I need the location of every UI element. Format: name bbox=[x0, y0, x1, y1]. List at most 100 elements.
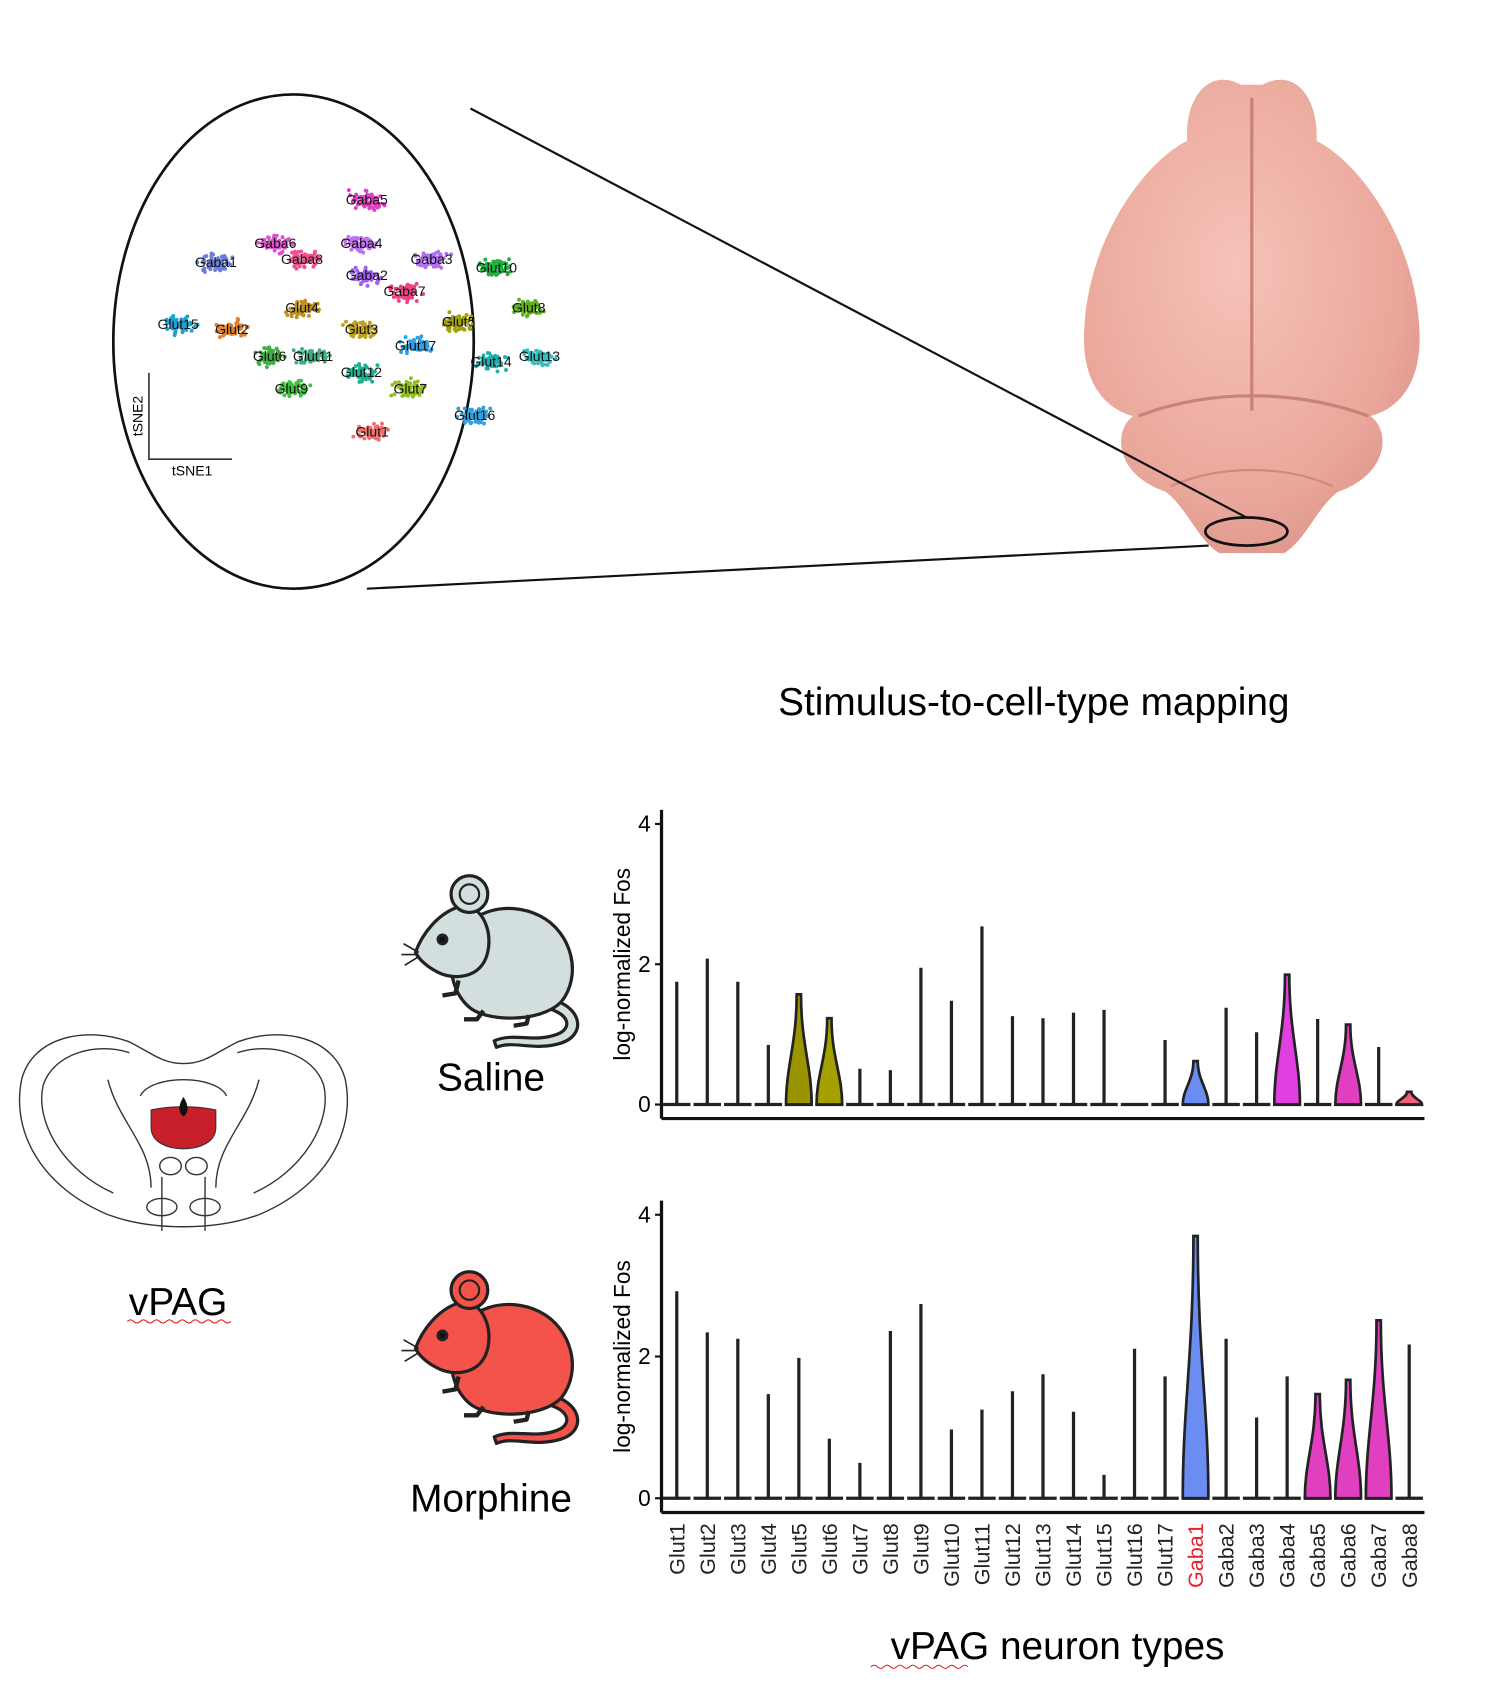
mouse-head bbox=[413, 903, 491, 979]
violin-body bbox=[1333, 1378, 1363, 1500]
x-tick-label: Gaba2 bbox=[1214, 1523, 1239, 1588]
y-axis-label: log-normalized Fos bbox=[609, 1260, 635, 1453]
x-tick-label: Glut9 bbox=[908, 1523, 933, 1575]
y-tick-label: 4 bbox=[638, 1201, 651, 1227]
tsne-cluster-label: Gaba8 bbox=[281, 251, 323, 267]
tsne-cluster bbox=[397, 334, 434, 356]
x-tick-label: Glut5 bbox=[786, 1523, 811, 1575]
x-tick-label: Gaba5 bbox=[1305, 1523, 1330, 1588]
tsne-cluster bbox=[455, 405, 493, 426]
zoom-line bbox=[470, 107, 1247, 519]
tsne-cluster bbox=[164, 313, 200, 338]
x-tick-label: Glut4 bbox=[756, 1523, 781, 1575]
x-tick-label: Gaba6 bbox=[1336, 1523, 1361, 1588]
tsne-cluster-label: Glut15 bbox=[157, 316, 198, 332]
tsne-cluster bbox=[387, 281, 426, 305]
tsne-cluster-label: Glut9 bbox=[275, 380, 309, 396]
tsne-cluster bbox=[288, 249, 321, 271]
caption: Stimulus-to-cell-type mapping bbox=[778, 681, 1289, 724]
tsne-axes bbox=[148, 372, 233, 461]
mouse-tail bbox=[492, 1391, 580, 1445]
tsne-cluster bbox=[349, 265, 383, 288]
tsne-cluster-label: Glut16 bbox=[454, 407, 495, 423]
tsne-cluster-label: Glut7 bbox=[393, 380, 427, 396]
tsne-cluster-label: Glut2 bbox=[215, 321, 249, 337]
zoom-region bbox=[1204, 516, 1289, 547]
tsne-cluster bbox=[340, 319, 378, 339]
tsne-cluster-label: Glut13 bbox=[519, 348, 560, 364]
tsne-cluster bbox=[343, 234, 379, 255]
x-tick-label: Glut2 bbox=[695, 1523, 720, 1575]
tsne-cluster bbox=[256, 233, 295, 256]
x-tick-label: Glut15 bbox=[1092, 1523, 1117, 1587]
y-tick-label: 2 bbox=[638, 951, 651, 977]
x-tick-label: Glut12 bbox=[1000, 1523, 1025, 1587]
violin-body bbox=[1333, 1023, 1363, 1106]
tsne-cluster bbox=[214, 316, 250, 340]
mouse-eye bbox=[436, 933, 449, 946]
tsne-cluster-label: Gaba2 bbox=[346, 267, 388, 283]
tsne-cluster bbox=[474, 350, 510, 374]
tsne-cluster-label: Glut6 bbox=[253, 348, 287, 364]
mouse-ear bbox=[449, 1270, 490, 1311]
mouse-feet bbox=[442, 979, 531, 1028]
tsne-cluster-label: Glut17 bbox=[395, 337, 436, 353]
tsne-cluster-label: Gaba1 bbox=[195, 254, 237, 270]
tsne-cluster-label: Glut10 bbox=[476, 260, 517, 276]
tsne-cluster-label: Gaba7 bbox=[383, 283, 425, 299]
x-tick-label: Gaba4 bbox=[1275, 1523, 1300, 1588]
x-tick-label: Glut11 bbox=[970, 1523, 995, 1585]
charts: Saline log-normalized Fos 0 2 4 Morphine log-n… bbox=[410, 809, 1425, 1669]
mouse-icon bbox=[401, 874, 580, 1049]
tsne-cluster bbox=[284, 298, 321, 320]
tsne-cluster bbox=[345, 361, 380, 384]
spellcheck-underline bbox=[126, 1319, 232, 1324]
tsne-cluster-label: Glut5 bbox=[442, 313, 476, 329]
tsne-cluster-label: Glut14 bbox=[470, 353, 511, 369]
tsne-x-label: tSNE1 bbox=[172, 462, 213, 478]
tsne-cluster bbox=[351, 421, 390, 442]
x-tick-label: Glut10 bbox=[939, 1523, 964, 1587]
mouse-tail bbox=[492, 995, 580, 1049]
violin-body bbox=[815, 1016, 844, 1106]
x-tick-label: Glut16 bbox=[1122, 1523, 1147, 1587]
zoom-circle bbox=[111, 93, 476, 591]
x-tick-label: Glut17 bbox=[1153, 1523, 1178, 1587]
mouse-whiskers bbox=[401, 1339, 420, 1363]
x-tick-label: Glut7 bbox=[847, 1523, 872, 1575]
tsne-cluster bbox=[441, 310, 475, 333]
tsne-cluster-label: Glut12 bbox=[341, 364, 382, 380]
x-tick-label: Gaba8 bbox=[1397, 1523, 1422, 1588]
mouse-icon bbox=[401, 1270, 580, 1445]
tsne-cluster bbox=[253, 345, 287, 369]
mouse-ear-inner bbox=[458, 883, 481, 905]
y-axis-label: log-normalized Fos bbox=[609, 868, 635, 1061]
mouse-feet bbox=[442, 1375, 531, 1424]
tsne-cluster bbox=[412, 249, 454, 270]
x-tick-label: Glut14 bbox=[1061, 1523, 1086, 1587]
mouse-whiskers bbox=[401, 943, 420, 967]
y-tick-label: 4 bbox=[638, 811, 651, 837]
region-label: vPAG bbox=[129, 1281, 228, 1324]
tsne-cluster-label: Gaba6 bbox=[254, 235, 296, 251]
tsne-cluster bbox=[195, 251, 235, 274]
tsne-cluster bbox=[346, 188, 387, 212]
mouse-ear-inner bbox=[458, 1279, 481, 1301]
mouse-eye bbox=[436, 1329, 449, 1342]
x-tick-label: Glut3 bbox=[725, 1523, 750, 1575]
x-axis-label: vPAG neuron types bbox=[891, 1625, 1225, 1668]
condition-label: Saline bbox=[437, 1057, 545, 1100]
tsne-cluster bbox=[389, 376, 427, 399]
y-tick-label: 0 bbox=[638, 1091, 651, 1117]
zoom-line bbox=[366, 544, 1209, 590]
tsne-cluster-label: Gaba3 bbox=[411, 251, 453, 267]
tsne-cluster-label: Glut8 bbox=[512, 299, 546, 315]
tsne-cluster bbox=[291, 346, 332, 365]
violin-body bbox=[1181, 1059, 1210, 1106]
violin-body bbox=[1272, 973, 1302, 1106]
violin-body bbox=[784, 993, 814, 1106]
tsne-cluster-label: Gaba5 bbox=[346, 192, 388, 208]
x-tick-label: Glut1 bbox=[664, 1523, 689, 1575]
